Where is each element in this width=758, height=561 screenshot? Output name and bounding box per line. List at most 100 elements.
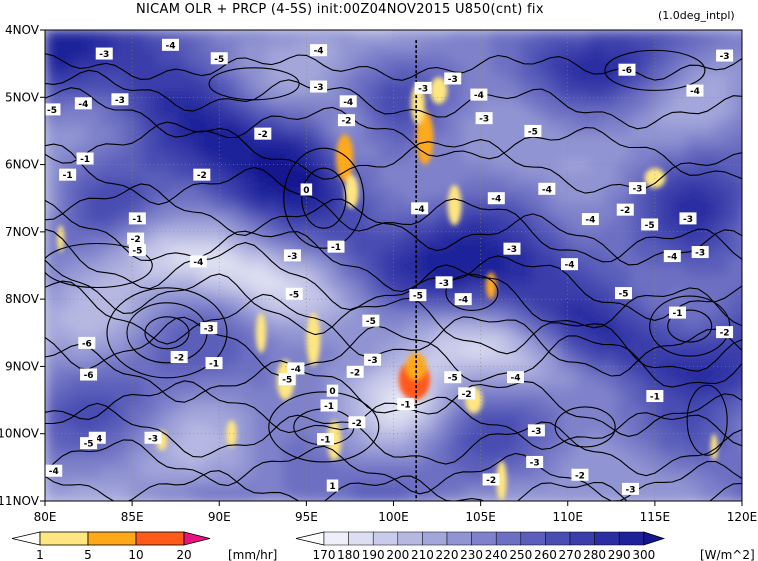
olr-cell [365,327,381,337]
olr-cell [198,30,213,40]
contour-label: -3 [115,96,125,106]
olr-cell [435,467,450,477]
olr-cell [309,266,325,276]
contour-label: -3 [448,75,458,85]
olr-cell [658,476,673,486]
olr-cell [212,38,227,48]
olr-cell [379,283,395,293]
olr-cell [644,493,659,501]
contour-label: -4 [458,296,468,306]
olr-cell [156,213,171,223]
olr-cell [100,344,116,355]
olr-cell [686,493,701,501]
olr-cell [309,231,325,241]
contour-label-box [80,437,98,450]
olr-cell [588,266,604,276]
olr-cell [268,292,283,302]
olr-cell [254,414,269,425]
olr-cell [602,30,618,40]
olr-cell [142,196,158,206]
olr-cell [714,161,729,171]
olr-cell [546,143,562,153]
olr-cell [351,274,367,285]
olr-cell [560,327,576,337]
olr-cell [602,493,618,501]
olr-cell [672,362,687,372]
olr-cell [602,170,618,180]
olr-cell [672,432,687,442]
olr-cell [532,213,548,223]
olr-cell [728,204,742,215]
olr-cell [309,257,325,267]
olr-cell [45,292,60,302]
olr-cell [435,38,450,48]
olr-cell [532,406,548,416]
olr-cell [421,344,436,355]
olr-cell [393,318,408,328]
olr-cell [574,292,590,302]
olr-colorbar-label: 190 [362,548,385,561]
olr-cell [365,100,381,110]
olr-cell [240,371,255,381]
olr-cell [477,327,492,337]
contour-label-box [628,182,646,195]
olr-cell [240,117,255,127]
olr-cell [714,248,729,258]
olr-cell [100,170,116,180]
olr-cell [240,231,255,241]
olr-colorbar-segment [323,531,349,546]
olr-cell [45,38,60,48]
olr-cell [184,449,199,460]
olr-cell [546,222,562,232]
olr-cell [254,379,269,390]
olr-cell [86,108,102,118]
olr-cell [226,204,241,215]
olr-cell [630,108,645,118]
olr-cell [728,178,742,188]
olr-cell [477,213,492,223]
olr-cell [212,414,227,425]
olr-cell [616,441,631,451]
olr-cell [700,336,715,346]
olr-cell [351,239,367,250]
olr-cell [491,353,506,363]
olr-cell [616,388,631,398]
x-axis: 80E 85E 90E 95E 100E 105E 110E 115E 120E [34,501,757,524]
olr-cell [435,135,450,145]
olr-cell [393,170,408,180]
olr-cell [560,231,576,241]
olr-cell [240,458,255,468]
contour-label-box [621,482,639,495]
olr-cell [505,178,520,188]
olr-cell [491,65,506,75]
olr-cell [212,274,227,285]
olr-cell [58,222,74,232]
olr-cell [100,196,116,206]
olr-cell [714,91,729,101]
olr-cell [45,371,60,381]
olr-cell [184,388,199,398]
olr-cell [198,100,213,110]
olr-cell [602,309,618,320]
olr-cell [142,336,158,346]
olr-cell [700,449,715,460]
olr-cell [323,353,339,363]
contour-label: -1 [132,215,142,225]
olr-cell [546,100,562,110]
olr-cell [254,56,269,66]
olr-cell [532,301,548,311]
olr-cell [72,353,88,363]
olr-cell [198,484,213,495]
olr-cell [86,449,102,460]
olr-cell [337,274,353,285]
olr-cell [505,458,520,468]
olr-cell [546,239,562,250]
olr-cell [407,458,422,468]
olr-cell [672,458,687,468]
olr-cell [170,467,185,477]
contour-label: -1 [331,243,341,253]
olr-cell [505,423,520,433]
olr-cell [546,467,562,477]
olr-cell [45,432,60,442]
olr-cell [393,336,408,346]
